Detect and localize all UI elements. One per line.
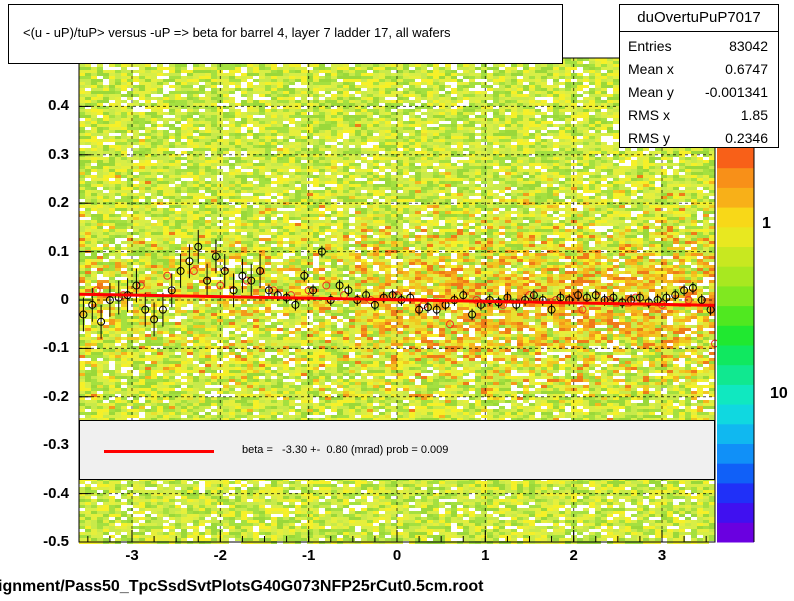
x-tick-label: 1 — [465, 547, 505, 564]
stats-row: Entries 83042 — [628, 35, 768, 57]
stats-row: Mean y -0.001341 — [628, 81, 768, 103]
color-scale-cell — [717, 168, 754, 188]
color-scale-cell — [717, 325, 754, 345]
fit-legend-line — [104, 450, 214, 453]
y-tick-label: -0.5 — [9, 533, 69, 550]
x-tick-label: -1 — [289, 547, 329, 564]
x-tick-label: -3 — [112, 547, 152, 564]
color-scale-cell — [717, 148, 754, 168]
stats-value: 0.6747 — [725, 58, 768, 80]
y-tick-label: -0.3 — [9, 436, 69, 453]
z-tick-label: 1 — [762, 215, 771, 233]
stats-name: duOvertuPuP7017 — [620, 5, 778, 32]
stats-key: Entries — [628, 35, 672, 57]
color-scale-cell — [717, 424, 754, 444]
z-tick-label: 10 — [770, 385, 788, 403]
stats-value: -0.001341 — [705, 81, 768, 103]
y-tick-label: -0.4 — [9, 485, 69, 502]
stats-value: 0.2346 — [725, 127, 768, 149]
color-scale-cell — [717, 522, 754, 542]
color-scale-cell — [717, 286, 754, 306]
histogram-title: <(u - uP)/tuP> versus -uP => beta for ba… — [23, 25, 451, 40]
y-tick-label: 0.3 — [9, 146, 69, 163]
color-scale-cell — [717, 227, 754, 247]
y-tick-label: -0.1 — [9, 339, 69, 356]
color-scale-cell — [717, 384, 754, 404]
color-scale-cell — [717, 463, 754, 483]
stats-box: duOvertuPuP7017 Entries 83042 Mean x 0.674… — [619, 4, 779, 148]
stats-row: Mean x 0.6747 — [628, 58, 768, 80]
color-scale-cell — [717, 187, 754, 207]
color-scale-cell — [717, 207, 754, 227]
histogram-title-box: <(u - uP)/tuP> versus -uP => beta for ba… — [8, 4, 563, 64]
color-scale-cell — [717, 404, 754, 424]
fit-legend-text: beta = -3.30 +- 0.80 (mrad) prob = 0.009 — [242, 444, 448, 456]
color-scale-cell — [717, 503, 754, 523]
stats-key: Mean y — [628, 81, 674, 103]
x-tick-label: -2 — [200, 547, 240, 564]
color-scale-cell — [717, 365, 754, 385]
file-path-label: ignment/Pass50_TpcSsdSvtPlotsG40G073NFP2… — [0, 578, 484, 596]
x-tick-label: 3 — [642, 547, 682, 564]
y-tick-label: 0.4 — [9, 97, 69, 114]
stats-key: RMS y — [628, 127, 670, 149]
color-scale-cell — [717, 444, 754, 464]
stats-value: 1.85 — [741, 104, 768, 126]
y-tick-label: 0.2 — [9, 194, 69, 211]
y-tick-label: 0.1 — [9, 243, 69, 260]
stats-value: 83042 — [729, 35, 768, 57]
stats-row: RMS x 1.85 — [628, 104, 768, 126]
y-tick-label: 0 — [9, 291, 69, 308]
fit-legend: beta = -3.30 +- 0.80 (mrad) prob = 0.009 — [79, 420, 715, 480]
stats-key: Mean x — [628, 58, 674, 80]
color-scale-cell — [717, 345, 754, 365]
stats-key: RMS x — [628, 104, 670, 126]
color-scale-cell — [717, 483, 754, 503]
x-tick-label: 2 — [554, 547, 594, 564]
color-scale-cell — [717, 247, 754, 267]
stats-row: RMS y 0.2346 — [628, 127, 768, 149]
y-tick-label: -0.2 — [9, 388, 69, 405]
x-tick-label: 0 — [377, 547, 417, 564]
color-scale-cell — [717, 306, 754, 326]
color-scale-cell — [717, 266, 754, 286]
